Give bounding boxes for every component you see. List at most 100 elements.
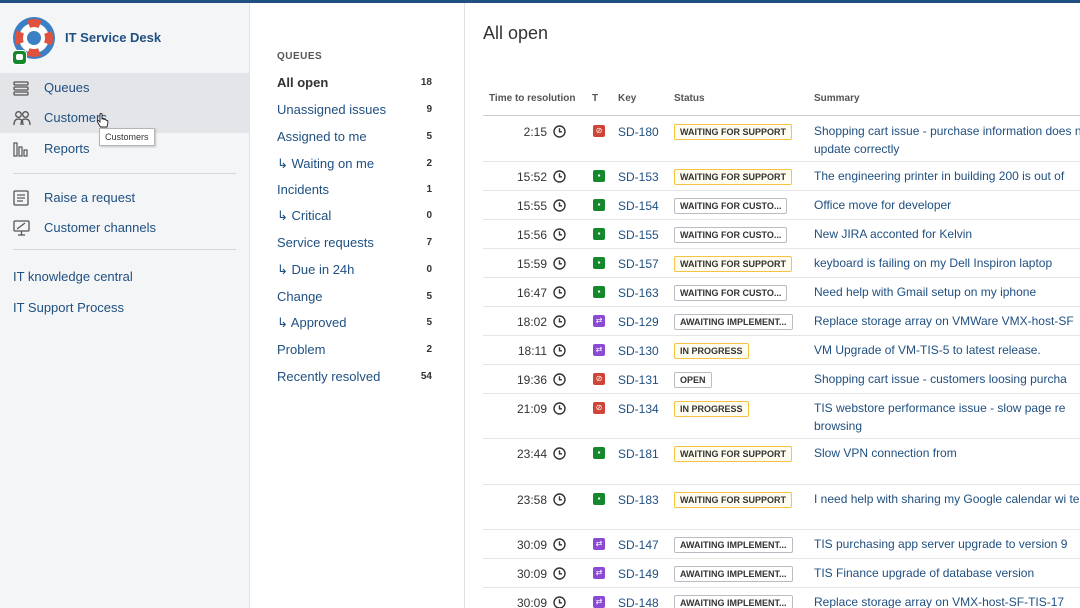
queue-name: Incidents xyxy=(277,182,330,197)
hand-cursor-icon xyxy=(96,113,109,128)
issue-summary-link[interactable]: I need help with sharing my Google calen… xyxy=(814,492,1080,506)
issue-key-link[interactable]: SD-129 xyxy=(618,315,659,329)
issue-key-link[interactable]: SD-149 xyxy=(618,567,659,581)
table-row[interactable]: 15:55 ▪ SD-154 WAITING FOR CUSTO... Office m… xyxy=(483,190,1080,220)
issue-key-link[interactable]: SD-130 xyxy=(618,344,659,358)
issue-summary-link[interactable]: TIS Finance upgrade of database version xyxy=(814,566,1035,580)
table-row[interactable]: 21:09 ⊘ SD-134 IN PROGRESS TIS webstore perf… xyxy=(483,393,1080,439)
reports-icon xyxy=(13,142,28,157)
queue-item-change[interactable]: Change 5 xyxy=(277,289,432,309)
table-row[interactable]: 15:56 ▪ SD-155 WAITING FOR CUSTO... New JIRA… xyxy=(483,219,1080,249)
issue-key-link[interactable]: SD-134 xyxy=(618,402,659,416)
project-name[interactable]: IT Service Desk xyxy=(65,30,162,45)
sidebar-divider xyxy=(13,249,236,250)
issue-type-green-icon: ▪ xyxy=(593,257,605,269)
table-row[interactable]: 15:59 ▪ SD-157 WAITING FOR SUPPORT keyboard … xyxy=(483,248,1080,278)
sidebar-link-it-knowledge-central[interactable]: IT knowledge central xyxy=(13,269,133,284)
issue-summary-link[interactable]: TIS webstore performance issue - slow pa… xyxy=(814,401,1066,433)
queue-item-waiting-on-me[interactable]: ↳ Waiting on me 2 xyxy=(277,156,432,176)
column-header-summary[interactable]: Summary xyxy=(814,93,860,104)
issue-key-link[interactable]: SD-148 xyxy=(618,596,659,608)
table-row[interactable]: 2:15 ⊘ SD-180 WAITING FOR SUPPORT Shopping c… xyxy=(483,116,1080,162)
queue-item-due-in-24h[interactable]: ↳ Due in 24h 0 xyxy=(277,262,432,282)
issue-summary-link[interactable]: Slow VPN connection from xyxy=(814,446,957,460)
issue-summary-link[interactable]: Need help with Gmail setup on my iphone xyxy=(814,285,1037,299)
table-row[interactable]: 23:58 ▪ SD-183 WAITING FOR SUPPORT I need he… xyxy=(483,484,1080,530)
table-row[interactable]: 30:09 ⇄ SD-147 AWAITING IMPLEMENT... TIS pur… xyxy=(483,529,1080,559)
issue-summary-link[interactable]: Replace storage array on VMWare VMX-host… xyxy=(814,314,1074,328)
table-row[interactable]: 18:11 ⇄ SD-130 IN PROGRESS VM Upgrade of VM-… xyxy=(483,335,1080,365)
table-row[interactable]: 23:44 ▪ SD-181 WAITING FOR SUPPORT Slow VPN … xyxy=(483,438,1080,485)
queue-name: ↳ Waiting on me xyxy=(277,156,375,171)
queue-name: ↳ Due in 24h xyxy=(277,262,355,277)
clock-icon xyxy=(553,596,566,608)
issue-summary-link[interactable]: Replace storage array on VMX-host-SF-TIS… xyxy=(814,595,1065,608)
issue-key-link[interactable]: SD-154 xyxy=(618,199,659,213)
queue-item-all-open[interactable]: All open 18 xyxy=(277,75,432,95)
sidebar-item-reports[interactable]: Reports xyxy=(0,134,249,164)
issue-summary-link[interactable]: Shopping cart issue - purchase informati… xyxy=(814,124,1080,156)
issue-summary-link[interactable]: TIS purchasing app server upgrade to ver… xyxy=(814,537,1068,551)
issue-key-link[interactable]: SD-181 xyxy=(618,447,659,461)
issue-key-link[interactable]: SD-180 xyxy=(618,125,659,139)
queue-count: 1 xyxy=(426,184,432,195)
issue-type-green-icon: ▪ xyxy=(593,286,605,298)
issues-table-header: Time to resolution T Key Status Summary xyxy=(483,93,1080,116)
clock-icon xyxy=(553,125,566,138)
table-row[interactable]: 18:02 ⇄ SD-129 AWAITING IMPLEMENT... Replace… xyxy=(483,306,1080,336)
queue-item-approved[interactable]: ↳ Approved 5 xyxy=(277,315,432,335)
issue-summary-link[interactable]: Shopping cart issue - customers loosing … xyxy=(814,372,1067,386)
sidebar-link-it-support-process[interactable]: IT Support Process xyxy=(13,300,125,315)
queue-item-recently-resolved[interactable]: Recently resolved 54 xyxy=(277,369,432,389)
sidebar-item-label: Customers xyxy=(44,110,107,125)
queue-item-assigned-to-me[interactable]: Assigned to me 5 xyxy=(277,129,432,149)
queue-item-critical[interactable]: ↳ Critical 0 xyxy=(277,208,432,228)
sidebar-item-queues[interactable]: Queues xyxy=(0,73,249,103)
issue-summary-link[interactable]: The engineering printer in building 200 … xyxy=(814,169,1065,183)
issue-summary-link[interactable]: Office move for developer xyxy=(814,198,952,212)
sidebar-item-label: Queues xyxy=(44,80,90,95)
clock-icon xyxy=(553,257,566,270)
sidebar-item-customer-channels[interactable]: Customer channels xyxy=(0,213,249,243)
chat-badge-icon xyxy=(12,50,27,65)
time-to-resolution: 16:47 xyxy=(516,286,547,300)
status-badge: OPEN xyxy=(674,372,712,388)
table-row[interactable]: 16:47 ▪ SD-163 WAITING FOR CUSTO... Need hel… xyxy=(483,277,1080,307)
issue-key-link[interactable]: SD-147 xyxy=(618,538,659,552)
issue-key-link[interactable]: SD-157 xyxy=(618,257,659,271)
issue-type-purple-icon: ⇄ xyxy=(593,315,605,327)
queue-count: 18 xyxy=(420,77,432,88)
column-header-time-to-resolution[interactable]: Time to resolution xyxy=(489,93,576,104)
clock-icon xyxy=(553,538,566,551)
table-row[interactable]: 19:36 ⊘ SD-131 OPEN Shopping cart issue - cu… xyxy=(483,364,1080,394)
queue-content: All open Time to resolution T Key Status… xyxy=(465,3,1080,608)
issue-key-link[interactable]: SD-131 xyxy=(618,373,659,387)
issue-key-link[interactable]: SD-153 xyxy=(618,170,659,184)
status-badge: WAITING FOR CUSTO... xyxy=(674,285,788,301)
time-to-resolution: 21:09 xyxy=(516,402,547,416)
queue-name: All open xyxy=(277,75,329,90)
issue-summary-link[interactable]: New JIRA acconted for Kelvin xyxy=(814,227,973,241)
status-badge: IN PROGRESS xyxy=(674,343,749,359)
column-header-key[interactable]: Key xyxy=(618,93,637,104)
queue-item-unassigned-issues[interactable]: Unassigned issues 9 xyxy=(277,102,432,122)
column-header-status[interactable]: Status xyxy=(674,93,705,104)
time-to-resolution: 30:09 xyxy=(516,538,547,552)
issue-summary-link[interactable]: keyboard is failing on my Dell Inspiron … xyxy=(814,256,1053,270)
issue-summary-link[interactable]: VM Upgrade of VM-TIS-5 to latest release… xyxy=(814,343,1041,357)
queue-item-service-requests[interactable]: Service requests 7 xyxy=(277,235,432,255)
queues-icon xyxy=(13,81,29,96)
table-row[interactable]: 30:09 ⇄ SD-149 AWAITING IMPLEMENT... TIS Fin… xyxy=(483,558,1080,588)
project-logo[interactable] xyxy=(12,16,58,65)
issue-key-link[interactable]: SD-163 xyxy=(618,286,659,300)
queue-item-incidents[interactable]: Incidents 1 xyxy=(277,182,432,202)
table-row[interactable]: 15:52 ▪ SD-153 WAITING FOR SUPPORT The engin… xyxy=(483,161,1080,191)
table-row[interactable]: 30:09 ⇄ SD-148 AWAITING IMPLEMENT... Replace… xyxy=(483,587,1080,608)
queue-item-problem[interactable]: Problem 2 xyxy=(277,342,432,362)
queue-count: 5 xyxy=(426,131,432,142)
column-header-type[interactable]: T xyxy=(592,93,599,104)
issue-key-link[interactable]: SD-183 xyxy=(618,493,659,507)
issue-key-link[interactable]: SD-155 xyxy=(618,228,659,242)
sidebar-item-raise-request[interactable]: Raise a request xyxy=(0,183,249,213)
page-title: All open xyxy=(483,23,549,43)
